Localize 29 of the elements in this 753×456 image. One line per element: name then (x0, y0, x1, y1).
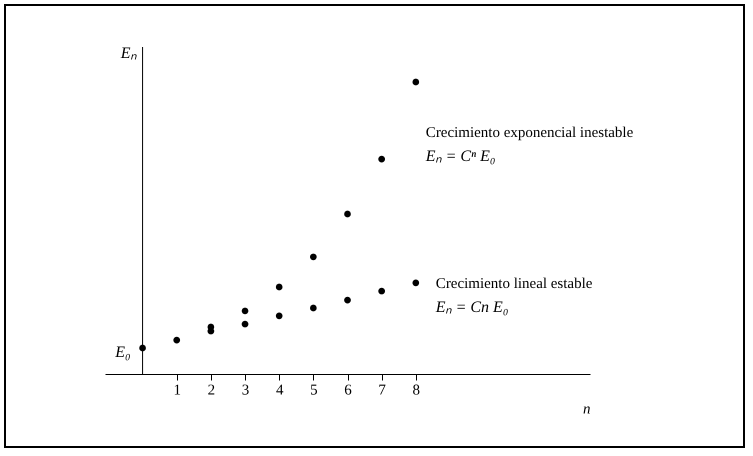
text: Crecimiento exponencial inestable (426, 125, 634, 142)
series-label: Crecimiento lineal estable (436, 276, 593, 292)
point (242, 308, 248, 314)
x-tick-label: 4 (276, 382, 284, 398)
y-axis-title: Eₙ (120, 45, 138, 62)
point (378, 288, 386, 294)
point (412, 78, 420, 86)
point (310, 254, 317, 260)
point (344, 296, 351, 304)
x-tick-label: 8 (412, 382, 420, 398)
point (276, 284, 283, 290)
x-tick-label: 1 (173, 382, 181, 398)
point (139, 344, 146, 352)
x-tick-label: 7 (378, 382, 386, 398)
point (276, 312, 283, 320)
annotation: Eₙ = Cⁿ E₀ (424, 148, 496, 166)
point (344, 210, 351, 218)
point (310, 304, 317, 312)
point (378, 156, 386, 162)
x-tick-label: 6 (344, 382, 352, 398)
point (173, 336, 180, 344)
point (242, 320, 248, 328)
x-tick-label: 3 (242, 382, 250, 398)
x-tick-label: 2 (208, 382, 216, 398)
x-axis-title: n (583, 402, 590, 418)
annotation: Eₙ = Cn E₀ (434, 298, 508, 316)
x-tick-label: 5 (310, 382, 318, 398)
point (412, 280, 420, 286)
annotation: E₀ (114, 344, 131, 362)
